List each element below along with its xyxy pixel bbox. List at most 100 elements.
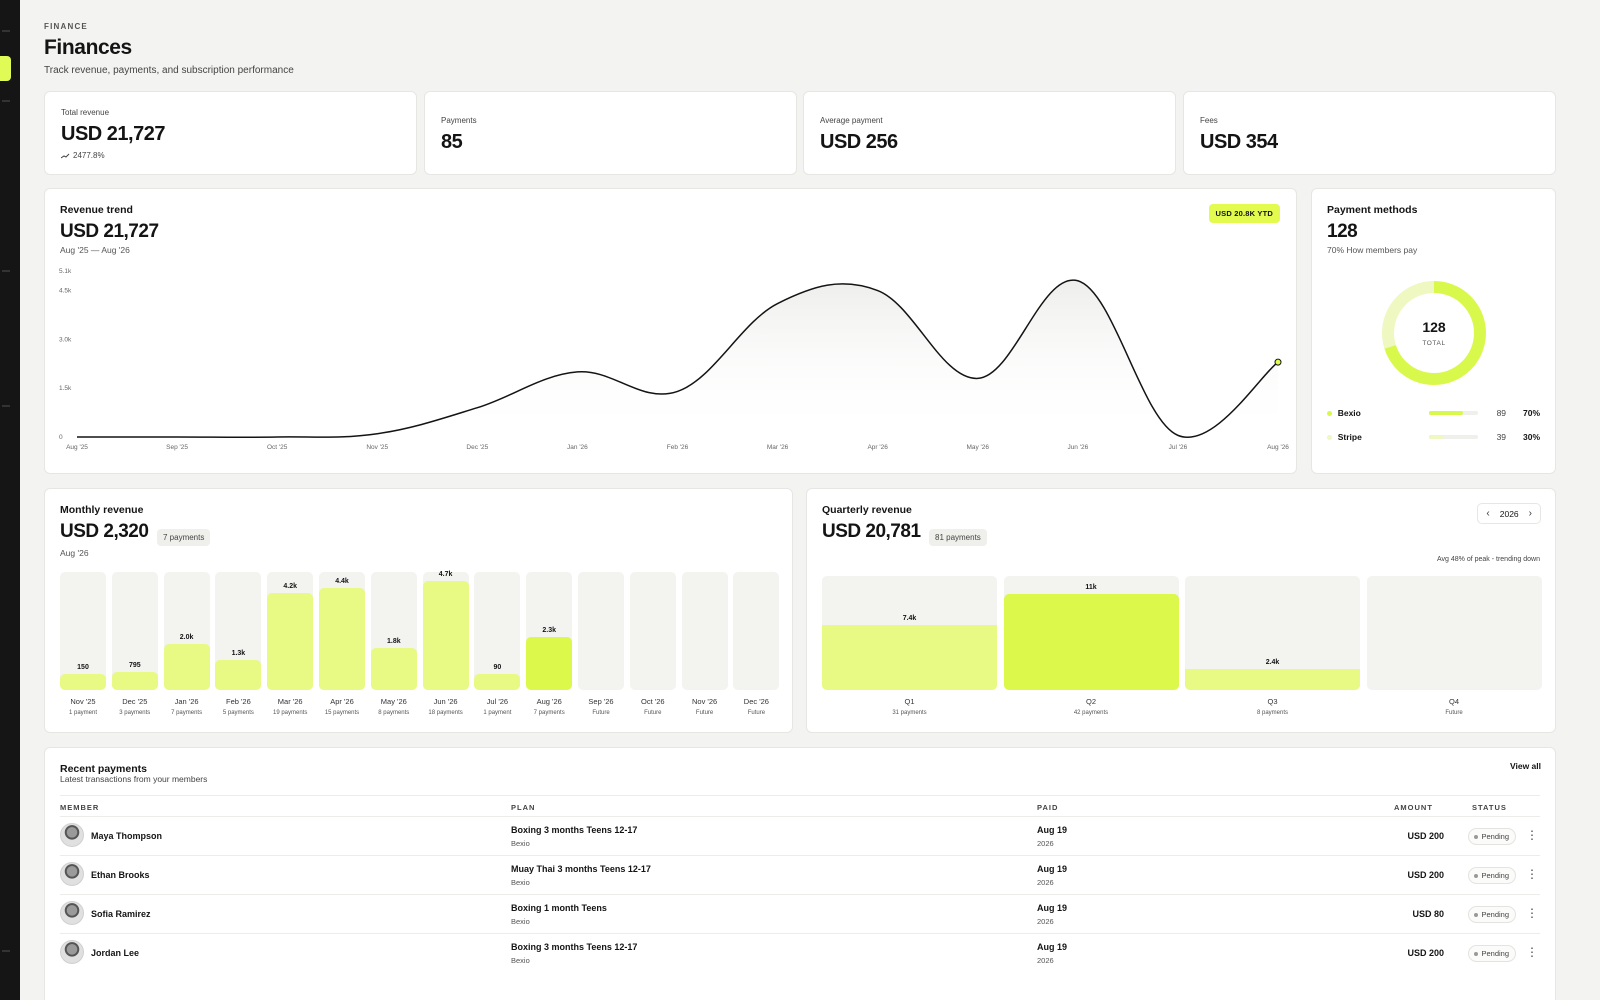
legend-count: 39 xyxy=(1496,432,1507,442)
table-row[interactable]: Jordan Lee Boxing 3 months Teens 12-17 Bex… xyxy=(60,933,1540,972)
app-sidebar-rail xyxy=(0,0,20,1000)
legend-progress xyxy=(1428,411,1478,415)
bar-sublabel: 42 payments xyxy=(1073,710,1109,716)
legend-name: Bexio xyxy=(1337,408,1361,418)
monthly-bar[interactable]: 1.3k xyxy=(215,572,262,690)
sidebar-item[interactable] xyxy=(2,30,10,32)
bar-value-label: 7.4k xyxy=(902,615,917,623)
member-name[interactable]: Maya Thompson xyxy=(91,831,163,841)
monthly-bar[interactable] xyxy=(733,572,780,690)
quarter-bar[interactable]: 11k xyxy=(1003,576,1179,690)
x-tick-label: Aug '26 xyxy=(1267,444,1289,451)
bar-category-label: Q4 xyxy=(1448,697,1459,706)
bar-sublabel: 5 payments xyxy=(222,710,254,716)
status-dot xyxy=(1474,912,1479,917)
kpi-label: Total revenue xyxy=(61,108,110,117)
sidebar-item[interactable] xyxy=(2,100,10,102)
view-all-link[interactable]: View all xyxy=(1509,761,1541,771)
status-label: Pending xyxy=(1481,832,1509,841)
chevron-left-icon[interactable]: ‹ xyxy=(1486,508,1490,519)
sidebar-active-item[interactable] xyxy=(0,56,11,81)
card-subtitle: 70% How members pay xyxy=(1327,245,1418,255)
bar-fill xyxy=(1185,668,1360,690)
y-tick-label: 4.5k xyxy=(59,288,72,295)
bar-fill xyxy=(319,588,365,690)
bar-category-label: Jan '26 xyxy=(174,697,199,706)
sidebar-item[interactable] xyxy=(2,270,10,272)
bar-sublabel: 3 payments xyxy=(119,710,151,716)
donut-slice xyxy=(1382,281,1486,385)
legend-name: Stripe xyxy=(1337,432,1362,442)
y-tick-label: 5.1k xyxy=(59,268,72,275)
bar-sublabel: 7 payments xyxy=(533,710,565,716)
table-row[interactable]: Ethan Brooks Muay Thai 3 months Teens 12-… xyxy=(60,855,1540,894)
bar-value-label: 11k xyxy=(1085,583,1097,591)
column-header-plan: PLAN xyxy=(511,803,536,812)
status-dot xyxy=(1474,834,1479,839)
bar-fill xyxy=(474,674,521,690)
main-content: FINANCE Finances Track revenue, payments… xyxy=(44,0,1588,1000)
bar-category-label: Nov '26 xyxy=(691,697,718,706)
card-value: 128 xyxy=(1327,221,1358,242)
chevron-right-icon[interactable]: › xyxy=(1528,508,1532,519)
monthly-bar[interactable] xyxy=(681,572,728,690)
bar-category-label: Mar '26 xyxy=(277,697,303,706)
amount: USD 200 xyxy=(1407,870,1444,880)
bar-sublabel: 31 payments xyxy=(892,710,927,716)
x-tick-label: Feb '26 xyxy=(667,444,689,451)
paid-year: 2026 xyxy=(1037,956,1054,965)
monthly-bar[interactable]: 150 xyxy=(60,572,106,690)
sidebar-item[interactable] xyxy=(2,950,10,952)
quarterly-note: Avg 48% of peak - trending down xyxy=(1437,556,1540,563)
x-tick-label: Dec '25 xyxy=(466,444,488,451)
member-name[interactable]: Ethan Brooks xyxy=(91,870,150,880)
sidebar-item[interactable] xyxy=(2,405,10,407)
monthly-bar[interactable]: 4.4k xyxy=(319,572,365,690)
bar-category-label: Dec '25 xyxy=(122,697,148,706)
year-selector[interactable]: ‹ 2026 › xyxy=(1477,503,1541,524)
legend-percent: 30% xyxy=(1522,432,1540,442)
monthly-bar[interactable]: 2.3k xyxy=(526,572,573,690)
bar-category-label: Q1 xyxy=(904,697,915,706)
kebab-icon[interactable]: ⋮ xyxy=(1526,906,1538,920)
quarter-bar[interactable] xyxy=(1366,576,1542,690)
bar-category-label: Jul '26 xyxy=(486,697,509,706)
kebab-icon[interactable]: ⋮ xyxy=(1526,867,1538,881)
monthly-bar[interactable]: 4.7k xyxy=(422,571,469,690)
bar-fill xyxy=(60,674,106,690)
bar-value-label: 2.3k xyxy=(542,626,556,634)
monthly-bar[interactable]: 1.8k xyxy=(370,572,417,690)
kpi-payments: Payments 85 xyxy=(424,91,797,175)
x-tick-label: Jun '26 xyxy=(1067,444,1088,451)
status-label: Pending xyxy=(1481,910,1509,919)
table-row[interactable]: Maya Thompson Boxing 3 months Teens 12-17… xyxy=(60,816,1540,855)
bar-sublabel: 1 payment xyxy=(68,710,98,716)
ytd-badge: USD 20.8K YTD xyxy=(1208,204,1280,223)
quarter-bar[interactable]: 7.4k xyxy=(822,576,997,690)
legend-swatch xyxy=(1327,434,1332,440)
member-name[interactable]: Jordan Lee xyxy=(91,948,140,958)
kebab-icon[interactable]: ⋮ xyxy=(1526,945,1538,959)
bar-category-label: Oct '26 xyxy=(641,697,665,706)
monthly-bar[interactable]: 90 xyxy=(474,572,521,690)
kpi-label: Fees xyxy=(1200,116,1218,125)
monthly-bar[interactable] xyxy=(578,572,624,690)
quarter-bar[interactable]: 2.4k xyxy=(1185,576,1360,690)
bar-category-label: Apr '26 xyxy=(330,697,354,706)
revenue-trend-chart: 0 1.5k 3.0k 4.5k 5.1k Aug '25 Sep '25 Oct '25 No… xyxy=(59,268,1289,451)
monthly-bar[interactable] xyxy=(629,572,676,690)
member-name[interactable]: Sofia Ramirez xyxy=(91,909,151,919)
monthly-bar[interactable]: 2.0k xyxy=(163,572,210,690)
bar-value-label: 4.7k xyxy=(438,571,453,579)
bar-value-label: 795 xyxy=(128,661,141,669)
monthly-revenue-card: Monthly revenue USD 2,320 7 payments Aug… xyxy=(44,488,793,733)
monthly-bar[interactable]: 4.2k xyxy=(267,572,314,690)
y-tick-label: 3.0k xyxy=(59,336,72,343)
table-row[interactable]: Sofia Ramirez Boxing 1 month Teens Bexio Au… xyxy=(60,894,1540,933)
bar-category-label: Q2 xyxy=(1085,697,1096,706)
kebab-icon[interactable]: ⋮ xyxy=(1526,828,1538,842)
monthly-bar[interactable]: 795 xyxy=(111,572,158,690)
legend-percent: 70% xyxy=(1522,408,1540,418)
bar-sublabel: 7 payments xyxy=(171,710,203,716)
status-dot xyxy=(1474,873,1479,878)
